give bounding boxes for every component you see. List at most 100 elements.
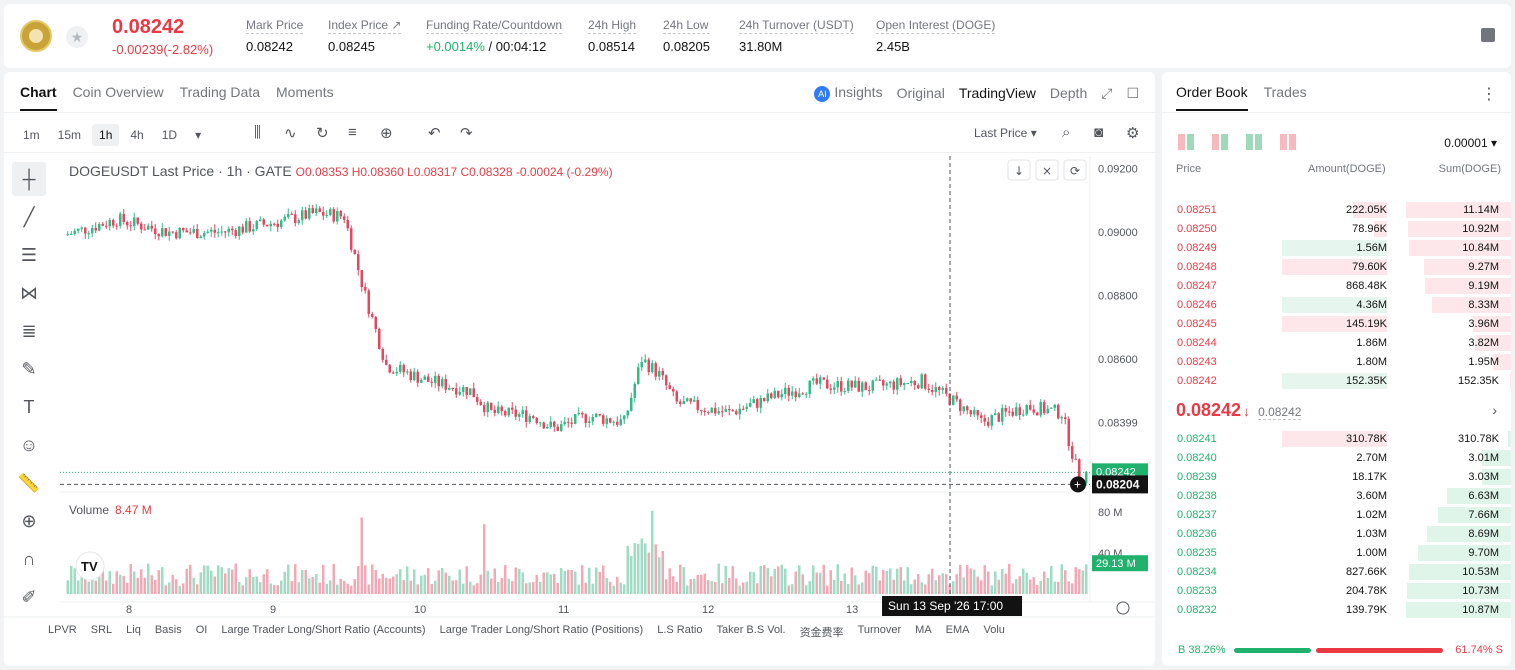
tab-moments[interactable]: Moments bbox=[276, 84, 334, 100]
tab-depth[interactable]: Depth bbox=[1049, 85, 1088, 101]
tab-coin-overview[interactable]: Coin Overview bbox=[72, 84, 164, 100]
tab-chart[interactable]: Chart bbox=[20, 84, 57, 111]
fib-icon[interactable]: ≣ bbox=[21, 321, 37, 341]
indicator-3[interactable]: Basis bbox=[154, 624, 182, 636]
undo-icon[interactable]: ↶ bbox=[428, 125, 441, 142]
ask-row[interactable]: 0.08251 222.05K 11.14M bbox=[1162, 200, 1511, 219]
tab-tradingview[interactable]: TradingView bbox=[958, 85, 1036, 101]
mid-price[interactable]: 0.08242 ↓ 0.08242 › bbox=[1176, 400, 1501, 424]
layout-asks-icon[interactable] bbox=[1280, 134, 1296, 150]
price-chart[interactable]: 0.09200 0.09000 0.08800 0.08600 0.08399 80 M 4… bbox=[4, 72, 1155, 666]
sum-depth-bar bbox=[1409, 564, 1511, 580]
volume-bar bbox=[945, 574, 948, 594]
search-icon[interactable]: ⌕ bbox=[1062, 124, 1071, 141]
chevron-down-icon[interactable]: ▾ bbox=[195, 128, 202, 142]
expand-icon[interactable]: ⤢ bbox=[1101, 84, 1113, 101]
ask-row[interactable]: 0.08250 78.96K 10.92M bbox=[1162, 219, 1511, 238]
favorite-star-icon[interactable]: ★ bbox=[66, 26, 88, 48]
indicator-7[interactable]: L.S Ratio bbox=[657, 624, 703, 636]
tab-trades[interactable]: Trades bbox=[1263, 84, 1307, 100]
bid-row[interactable]: 0.08240 2.70M 3.01M bbox=[1162, 448, 1511, 467]
indicator-8[interactable]: Taker B.S Vol. bbox=[716, 624, 786, 636]
window-icon[interactable]: ☐ bbox=[1126, 84, 1139, 101]
ask-row[interactable]: 0.08245 145.19K 3.96M bbox=[1162, 314, 1511, 333]
row-price: 0.08244 bbox=[1177, 337, 1217, 349]
candle bbox=[1046, 408, 1049, 414]
indicator-11[interactable]: MA bbox=[915, 624, 932, 636]
indicator-12[interactable]: EMA bbox=[945, 624, 970, 636]
volume-bar bbox=[378, 578, 381, 594]
zoom-in-icon[interactable]: ⊕ bbox=[21, 511, 37, 531]
ask-row[interactable]: 0.08243 1.80M 1.95M bbox=[1162, 352, 1511, 371]
ask-row[interactable]: 0.08247 868.48K 9.19M bbox=[1162, 276, 1511, 295]
gear-icon[interactable]: ⚙ bbox=[1126, 125, 1140, 142]
indicator-4[interactable]: OI bbox=[195, 624, 208, 636]
horizontal-lines-icon[interactable]: ☰ bbox=[20, 245, 38, 265]
ask-row[interactable]: 0.08248 79.60K 9.27M bbox=[1162, 257, 1511, 276]
tf-1m[interactable]: 1m bbox=[23, 128, 40, 142]
book-icon[interactable] bbox=[1481, 28, 1495, 42]
indicator-0[interactable]: LPVR bbox=[48, 624, 77, 636]
stat-index-price[interactable]: Index Price ↗ 0.08245 bbox=[328, 18, 402, 54]
template-icon[interactable]: ≡ bbox=[348, 124, 357, 141]
last-price-select[interactable]: Last Price ▾ bbox=[974, 126, 1037, 140]
ask-row[interactable]: 0.08242 152.35K 152.35K bbox=[1162, 371, 1511, 390]
indicator-5[interactable]: Large Trader Long/Short Ratio (Accounts) bbox=[221, 624, 426, 636]
tab-insights[interactable]: AI Insights bbox=[814, 84, 883, 102]
compare-icon[interactable]: ↻ bbox=[316, 125, 329, 142]
emoji-icon[interactable]: ☺ bbox=[19, 435, 39, 455]
tf-1h[interactable]: 1h bbox=[92, 124, 120, 146]
trendline-icon[interactable]: ╱ bbox=[23, 207, 35, 227]
volume-bar bbox=[472, 585, 475, 594]
tab-original[interactable]: Original bbox=[896, 85, 945, 101]
tf-4h[interactable]: 4h bbox=[130, 128, 144, 142]
volume-bar bbox=[259, 582, 262, 594]
bid-row[interactable]: 0.08232 139.79K 10.87M bbox=[1162, 600, 1511, 619]
layout-bids-icon[interactable] bbox=[1246, 134, 1262, 150]
crosshair-icon[interactable]: ┼ bbox=[12, 162, 46, 196]
ask-row[interactable]: 0.08246 4.36M 8.33M bbox=[1162, 295, 1511, 314]
bid-row[interactable]: 0.08233 204.78K 10.73M bbox=[1162, 581, 1511, 600]
indicator-2[interactable]: Liq bbox=[126, 624, 141, 636]
precision-select[interactable]: 0.00001 ▾ bbox=[1444, 136, 1497, 150]
indicator-icon[interactable]: ∿ bbox=[284, 125, 297, 142]
pattern-icon[interactable]: ⋈ bbox=[20, 283, 38, 303]
volume-bar bbox=[206, 565, 209, 594]
layout-split-icon[interactable] bbox=[1212, 134, 1228, 150]
indicator-9[interactable]: 资金费率 bbox=[799, 627, 844, 639]
candle bbox=[1071, 446, 1074, 459]
text-icon[interactable]: T bbox=[23, 397, 35, 417]
indicator-6[interactable]: Large Trader Long/Short Ratio (Positions… bbox=[439, 624, 644, 636]
tab-trading-data[interactable]: Trading Data bbox=[179, 84, 261, 100]
tf-1d[interactable]: 1D bbox=[161, 128, 178, 142]
more-icon[interactable]: ⋮ bbox=[1481, 86, 1497, 103]
indicator-13[interactable]: Volu bbox=[983, 624, 1005, 636]
bid-row[interactable]: 0.08241 310.78K 310.78K bbox=[1162, 429, 1511, 448]
ruler-icon[interactable]: 📏 bbox=[17, 473, 41, 493]
drawing-toolbar: ┼ ╱ ☰ ⋈ ≣ ✎ T ☺ 📏 ⊕ ∩ ✐ bbox=[12, 162, 48, 618]
ask-row[interactable]: 0.08244 1.86M 3.82M bbox=[1162, 333, 1511, 352]
candle bbox=[315, 208, 318, 214]
tab-order-book[interactable]: Order Book bbox=[1176, 84, 1248, 111]
layout-both-icon[interactable] bbox=[1178, 134, 1194, 150]
bid-row[interactable]: 0.08237 1.02M 7.66M bbox=[1162, 505, 1511, 524]
row-amount: 868.48K bbox=[1346, 280, 1387, 292]
indicator-1[interactable]: SRL bbox=[90, 624, 113, 636]
magnet-icon[interactable]: ∩ bbox=[22, 549, 36, 569]
bid-row[interactable]: 0.08234 827.66K 10.53M bbox=[1162, 562, 1511, 581]
redo-icon[interactable]: ↷ bbox=[460, 125, 473, 142]
tf-15m[interactable]: 15m bbox=[57, 128, 82, 142]
candle-type-icon[interactable]: ⫼ bbox=[254, 124, 261, 141]
bid-row[interactable]: 0.08239 18.17K 3.03M bbox=[1162, 467, 1511, 486]
pencil-lock-icon[interactable]: ✐ bbox=[21, 587, 37, 607]
ask-row[interactable]: 0.08249 1.56M 10.84M bbox=[1162, 238, 1511, 257]
bid-row[interactable]: 0.08235 1.00M 9.70M bbox=[1162, 543, 1511, 562]
camera-icon[interactable]: ◙ bbox=[1094, 124, 1104, 141]
brush-icon[interactable]: ✎ bbox=[21, 359, 37, 379]
candle bbox=[290, 213, 293, 215]
volume-bar bbox=[777, 566, 780, 594]
bid-row[interactable]: 0.08236 1.03M 8.69M bbox=[1162, 524, 1511, 543]
alert-add-icon[interactable]: ⊕ bbox=[380, 125, 393, 142]
indicator-10[interactable]: Turnover bbox=[857, 624, 902, 636]
bid-row[interactable]: 0.08238 3.60M 6.63M bbox=[1162, 486, 1511, 505]
